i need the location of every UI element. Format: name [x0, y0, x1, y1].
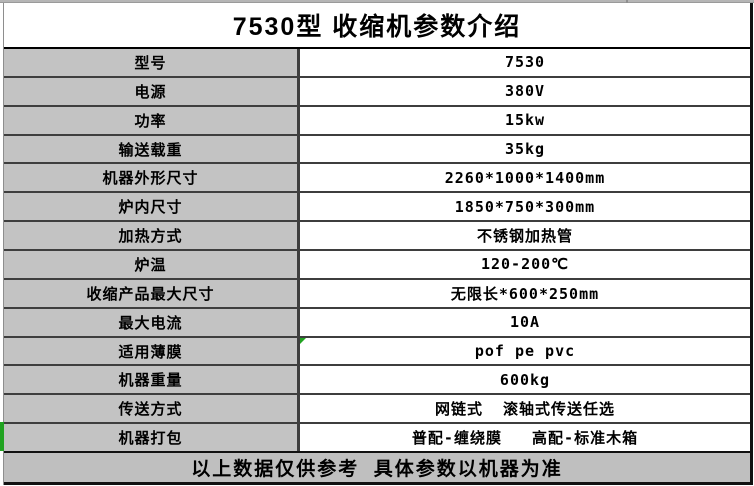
spec-label-cell: 加热方式 [4, 222, 300, 250]
title-row: 7530型 收缩机参数介绍 [4, 3, 750, 49]
table-row: 输送载重 35kg [4, 135, 750, 165]
table-row: 电源 380V [4, 77, 750, 107]
spec-label: 功率 [134, 112, 167, 130]
spec-value-cell: 35kg [300, 135, 750, 163]
spec-label-cell: 输送载重 [4, 135, 300, 163]
spec-label-cell: 适用薄膜 [4, 337, 300, 365]
spec-label: 型号 [134, 54, 167, 72]
spec-value: 普配-缠绕膜 高配-标准木箱 [411, 429, 639, 448]
spec-label-cell: 机器重量 [4, 366, 300, 394]
grid-tick-mark [626, 0, 628, 4]
table-row: 机器重量 600kg [4, 366, 750, 396]
spec-value: 35kg [504, 140, 546, 158]
top-gridline [0, 0, 754, 3]
table-row: 功率 15kw [4, 106, 750, 136]
spec-value: pof pe pvc [474, 342, 576, 361]
table-row: 传送方式 网链式 滚轴式传送任选 [4, 395, 750, 425]
table-row: 炉内尺寸 1850*750*300mm [4, 193, 750, 223]
spec-value: 无限长*600*250mm [450, 284, 600, 303]
spec-value-cell: 网链式 滚轴式传送任选 [300, 395, 750, 423]
green-corner-triangle-icon [300, 337, 306, 344]
footer-note-bar: 以上数据仅供参考 具体参数以机器为准 [4, 451, 750, 485]
table-row: 适用薄膜 pof pe pvc [4, 337, 750, 367]
spec-value-cell: pof pe pvc [300, 337, 750, 365]
spec-value-cell: 2260*1000*1400mm [300, 164, 750, 192]
table-row: 加热方式 不锈钢加热管 [4, 222, 750, 252]
spec-label-cell: 最大电流 [4, 308, 300, 336]
spec-value: 不锈钢加热管 [476, 227, 573, 246]
spec-label: 适用薄膜 [118, 343, 183, 361]
table-row: 最大电流 10A [4, 308, 750, 338]
spec-value-cell: 7530 [300, 49, 750, 76]
footer-note-text: 以上数据仅供参考 具体参数以机器为准 [191, 459, 563, 480]
spec-value: 120-200℃ [480, 255, 570, 274]
spec-label-cell: 电源 [4, 77, 300, 105]
spec-label-cell: 炉温 [4, 251, 300, 278]
spec-label: 电源 [134, 83, 167, 101]
spec-value-cell: 380V [300, 77, 750, 105]
page-title: 7530型 收缩机参数介绍 [232, 13, 522, 41]
spec-value: 7530 [504, 53, 546, 72]
spec-label: 收缩产品最大尺寸 [86, 285, 215, 303]
spec-value: 2260*1000*1400mm [444, 168, 606, 187]
spec-value-cell: 1850*750*300mm [300, 193, 750, 221]
spec-value-cell: 不锈钢加热管 [300, 222, 750, 250]
spec-value: 10A [509, 313, 541, 332]
spec-label-cell: 型号 [4, 49, 300, 76]
spec-value-cell: 15kw [300, 106, 750, 134]
spec-value: 600kg [499, 370, 551, 389]
spec-value-cell: 10A [300, 308, 750, 336]
spec-value-cell: 普配-缠绕膜 高配-标准木箱 [300, 424, 750, 452]
table-row: 机器打包 普配-缠绕膜 高配-标准木箱 [0, 422, 750, 452]
table-row: 收缩产品最大尺寸 无限长*600*250mm [4, 279, 750, 309]
spec-value: 网链式 滚轴式传送任选 [434, 400, 616, 419]
spec-value-cell: 600kg [300, 366, 750, 394]
spec-label: 机器重量 [118, 372, 183, 390]
table-row: 炉温 120-200℃ [4, 251, 750, 280]
spec-label-cell: 机器外形尺寸 [4, 164, 300, 192]
spec-label-cell: 传送方式 [4, 395, 300, 423]
table-row: 机器外形尺寸 2260*1000*1400mm [4, 164, 750, 194]
spec-label: 机器打包 [118, 430, 183, 448]
spec-label: 炉内尺寸 [118, 199, 183, 217]
spec-label: 机器外形尺寸 [102, 170, 199, 188]
spec-value-cell: 120-200℃ [300, 251, 750, 278]
spec-label: 加热方式 [118, 228, 183, 246]
spec-value: 1850*750*300mm [454, 197, 596, 216]
spec-label-cell: 功率 [4, 106, 300, 134]
spec-value: 380V [504, 82, 546, 101]
spec-value: 15kw [504, 111, 546, 130]
spec-label-cell: 机器打包 [4, 424, 300, 452]
spec-value-cell: 无限长*600*250mm [300, 279, 750, 307]
table-row: 型号 7530 [4, 49, 750, 78]
spec-label-cell: 收缩产品最大尺寸 [4, 279, 300, 307]
spec-label: 传送方式 [118, 401, 183, 419]
spec-table: 7530型 收缩机参数介绍 型号 7530 电源 380V 功率 15kw 输送… [0, 3, 753, 485]
spec-label: 输送载重 [118, 141, 183, 159]
spec-label: 最大电流 [118, 314, 183, 332]
spec-label: 炉温 [134, 256, 167, 274]
spec-rows: 型号 7530 电源 380V 功率 15kw 输送载重 35kg 机器外形尺寸 [0, 49, 750, 452]
green-selection-bar [0, 422, 4, 452]
spec-label-cell: 炉内尺寸 [4, 193, 300, 221]
